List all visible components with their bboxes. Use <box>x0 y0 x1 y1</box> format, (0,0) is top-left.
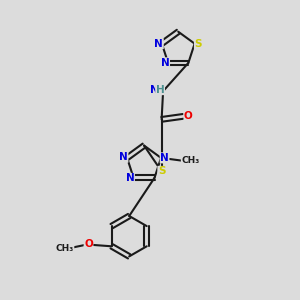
Text: CH₃: CH₃ <box>56 244 74 253</box>
Text: H: H <box>156 85 164 94</box>
Text: S: S <box>194 39 202 49</box>
Text: N: N <box>154 39 163 49</box>
Text: O: O <box>84 239 93 249</box>
Text: N: N <box>150 85 159 94</box>
Text: N: N <box>119 152 128 162</box>
Text: CH₃: CH₃ <box>181 156 200 165</box>
Text: N: N <box>161 58 170 68</box>
Text: N: N <box>160 153 169 163</box>
Text: N: N <box>126 173 134 183</box>
Text: O: O <box>184 111 193 122</box>
Text: S: S <box>158 167 165 176</box>
